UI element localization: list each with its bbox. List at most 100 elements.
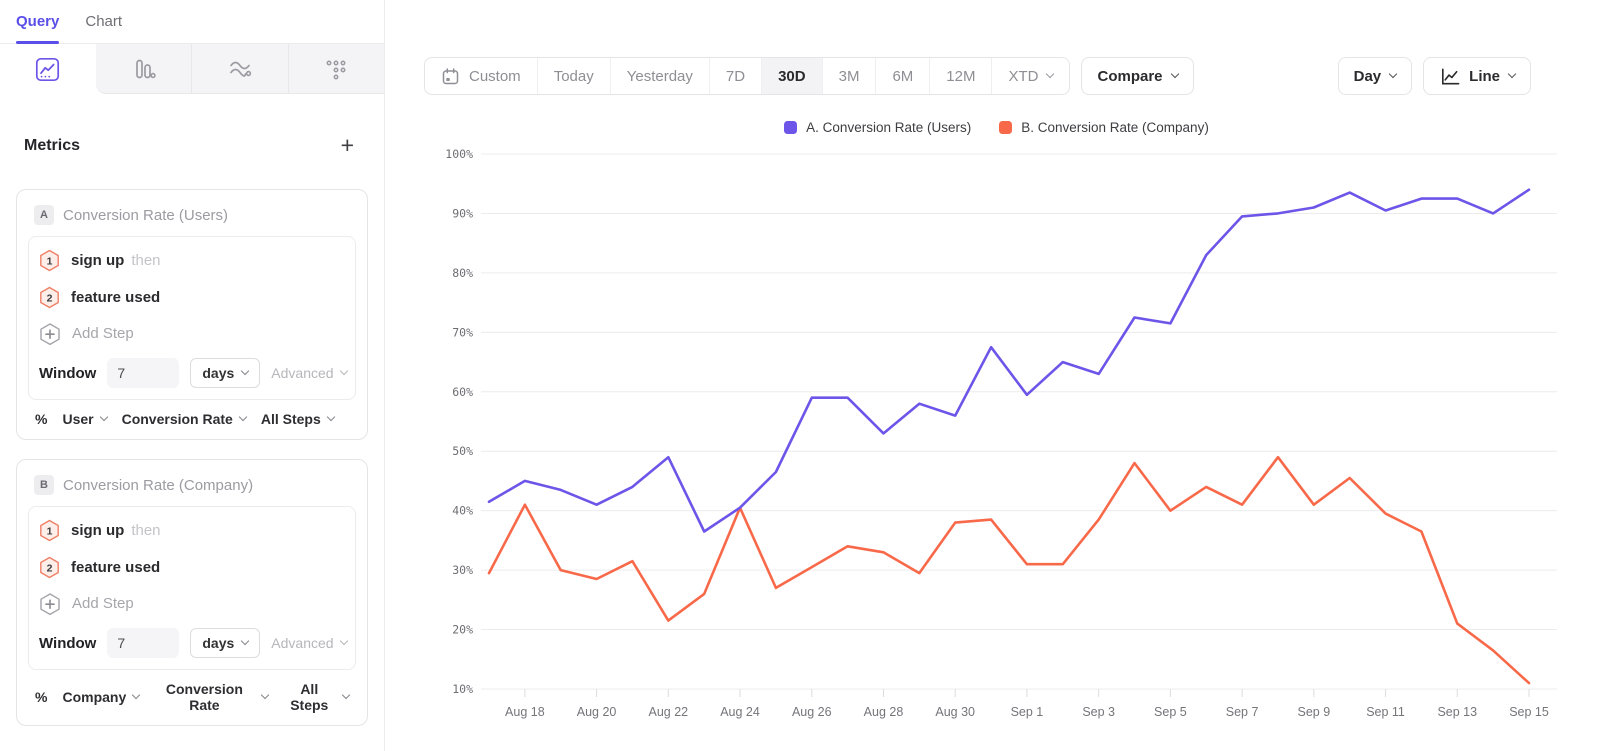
step-number-badge: 2 (40, 286, 59, 309)
range-3m[interactable]: 3M (821, 58, 876, 94)
svg-text:40%: 40% (452, 504, 473, 518)
svg-text:2: 2 (47, 562, 53, 574)
steps-scope-label: All Steps (290, 681, 329, 713)
window-value-input[interactable] (107, 628, 180, 658)
steps-scope-select[interactable]: All Steps (260, 411, 335, 427)
window-unit-select[interactable]: days (190, 628, 261, 658)
svg-text:30%: 30% (452, 563, 473, 577)
step-event-name[interactable]: feature used (71, 289, 161, 306)
funnel-step-1[interactable]: 1 sign up then (39, 512, 345, 549)
range-label: 30D (778, 67, 806, 85)
step-event-name[interactable]: sign up (71, 252, 125, 269)
range-6m[interactable]: 6M (875, 58, 929, 94)
query-sidebar: Query Chart (0, 0, 385, 751)
add-step-button[interactable]: Add Step (39, 316, 134, 351)
steps-scope-label: All Steps (260, 411, 321, 427)
range-12m[interactable]: 12M (929, 58, 991, 94)
svg-text:20%: 20% (452, 623, 473, 637)
advanced-toggle[interactable]: Advanced (271, 365, 348, 381)
tab-query[interactable]: Query (16, 0, 60, 44)
view-flow-tab[interactable] (191, 44, 288, 94)
svg-text:Sep 1: Sep 1 (1011, 705, 1044, 719)
view-bar-chart-tab[interactable] (95, 44, 191, 94)
funnel-step-2[interactable]: 2 feature used (39, 549, 345, 586)
svg-text:1: 1 (47, 525, 53, 537)
conversion-line-chart[interactable]: 100% 90% 80% 70% 60% 50% 40% 30% 20% 10% Aug 18 Aug… (429, 140, 1569, 725)
metrics-header: Metrics + (0, 134, 384, 157)
metric-title-a[interactable]: Conversion Rate (Users) (63, 206, 229, 224)
range-label: 6M (892, 67, 914, 85)
entity-label: User (62, 411, 94, 427)
range-custom[interactable]: Custom (425, 58, 537, 94)
advanced-label: Advanced (271, 635, 334, 651)
steps-scope-select[interactable]: All Steps (283, 681, 351, 713)
svg-text:Aug 22: Aug 22 (648, 705, 688, 719)
metric-title-b[interactable]: Conversion Rate (Company) (63, 476, 254, 494)
advanced-toggle[interactable]: Advanced (271, 635, 348, 651)
legend-swatch-a (784, 120, 798, 134)
legend-label-a: A. Conversion Rate (Users) (806, 119, 972, 135)
svg-text:Sep 3: Sep 3 (1082, 705, 1115, 719)
view-grid-dots-tab[interactable] (287, 44, 384, 94)
step-event-name[interactable]: feature used (71, 559, 161, 576)
add-metric-button[interactable]: + (340, 132, 354, 158)
range-30d[interactable]: 30D (761, 58, 822, 94)
compare-label: Compare (1097, 67, 1163, 85)
svg-text:2: 2 (47, 292, 53, 304)
funnel-step-1[interactable]: 1 sign up then (39, 242, 345, 279)
chart-controls: Custom Today Yesterday 7D 30D 3M 6M 12M … (424, 57, 1531, 95)
chevron-down-icon (99, 412, 108, 422)
range-label: 3M (838, 67, 860, 85)
advanced-label: Advanced (271, 365, 334, 381)
metrics-title: Metrics (24, 136, 81, 154)
svg-text:1: 1 (47, 255, 53, 267)
step-number-badge: 1 (40, 519, 59, 542)
legend-item-b[interactable]: B. Conversion Rate (Company) (999, 120, 1209, 135)
funnel-steps-box-b: 1 sign up then 2 feature used (28, 506, 356, 670)
svg-text:Aug 30: Aug 30 (935, 705, 975, 719)
svg-text:Sep 9: Sep 9 (1297, 705, 1330, 719)
window-label: Window (39, 364, 97, 382)
window-value-input[interactable] (107, 358, 180, 388)
svg-text:Aug 26: Aug 26 (792, 705, 832, 719)
legend-item-a[interactable]: A. Conversion Rate (Users) (784, 120, 971, 135)
view-line-chart-tab[interactable] (0, 44, 96, 94)
svg-text:Aug 20: Aug 20 (577, 705, 617, 719)
granularity-label: Day (1353, 67, 1382, 85)
window-unit-label: days (202, 635, 235, 651)
range-xtd[interactable]: XTD (991, 58, 1069, 94)
tab-query-label: Query (16, 13, 60, 30)
tab-chart[interactable]: Chart (85, 0, 122, 43)
add-step-button[interactable]: Add Step (39, 586, 134, 621)
legend-swatch-b (999, 120, 1013, 134)
window-unit-select[interactable]: days (190, 358, 261, 388)
range-7d[interactable]: 7D (708, 58, 761, 94)
svg-text:80%: 80% (452, 266, 473, 280)
chevron-down-icon (1388, 69, 1398, 79)
metric-type-select[interactable]: Conversion Rate (154, 681, 269, 713)
add-step-label: Add Step (72, 595, 134, 612)
metric-badge-a: A (34, 205, 54, 225)
chart-type-select[interactable]: Line (1423, 57, 1531, 95)
compare-button[interactable]: Compare (1081, 57, 1194, 95)
svg-text:Sep 5: Sep 5 (1154, 705, 1187, 719)
step-event-name[interactable]: sign up (71, 522, 125, 539)
chart-type-label: Line (1469, 67, 1500, 85)
plus-hexagon-icon (40, 592, 60, 615)
svg-text:Sep 13: Sep 13 (1437, 705, 1477, 719)
metric-type-select[interactable]: Conversion Rate (122, 411, 248, 427)
range-today[interactable]: Today (536, 58, 610, 94)
funnel-step-2[interactable]: 2 feature used (39, 279, 345, 316)
metric-type-label: Conversion Rate (165, 681, 243, 713)
conversion-window-row: Window days Advanced (39, 351, 348, 395)
entity-select[interactable]: User (62, 411, 108, 427)
flow-icon (229, 61, 251, 77)
chevron-down-icon (339, 636, 348, 646)
granularity-select[interactable]: Day (1337, 57, 1413, 95)
svg-text:Sep 15: Sep 15 (1509, 705, 1549, 719)
range-yesterday[interactable]: Yesterday (609, 58, 709, 94)
entity-select[interactable]: Company (62, 689, 141, 705)
conversion-window-row: Window days Advanced (39, 621, 348, 665)
step-number-badge: 2 (40, 556, 59, 579)
